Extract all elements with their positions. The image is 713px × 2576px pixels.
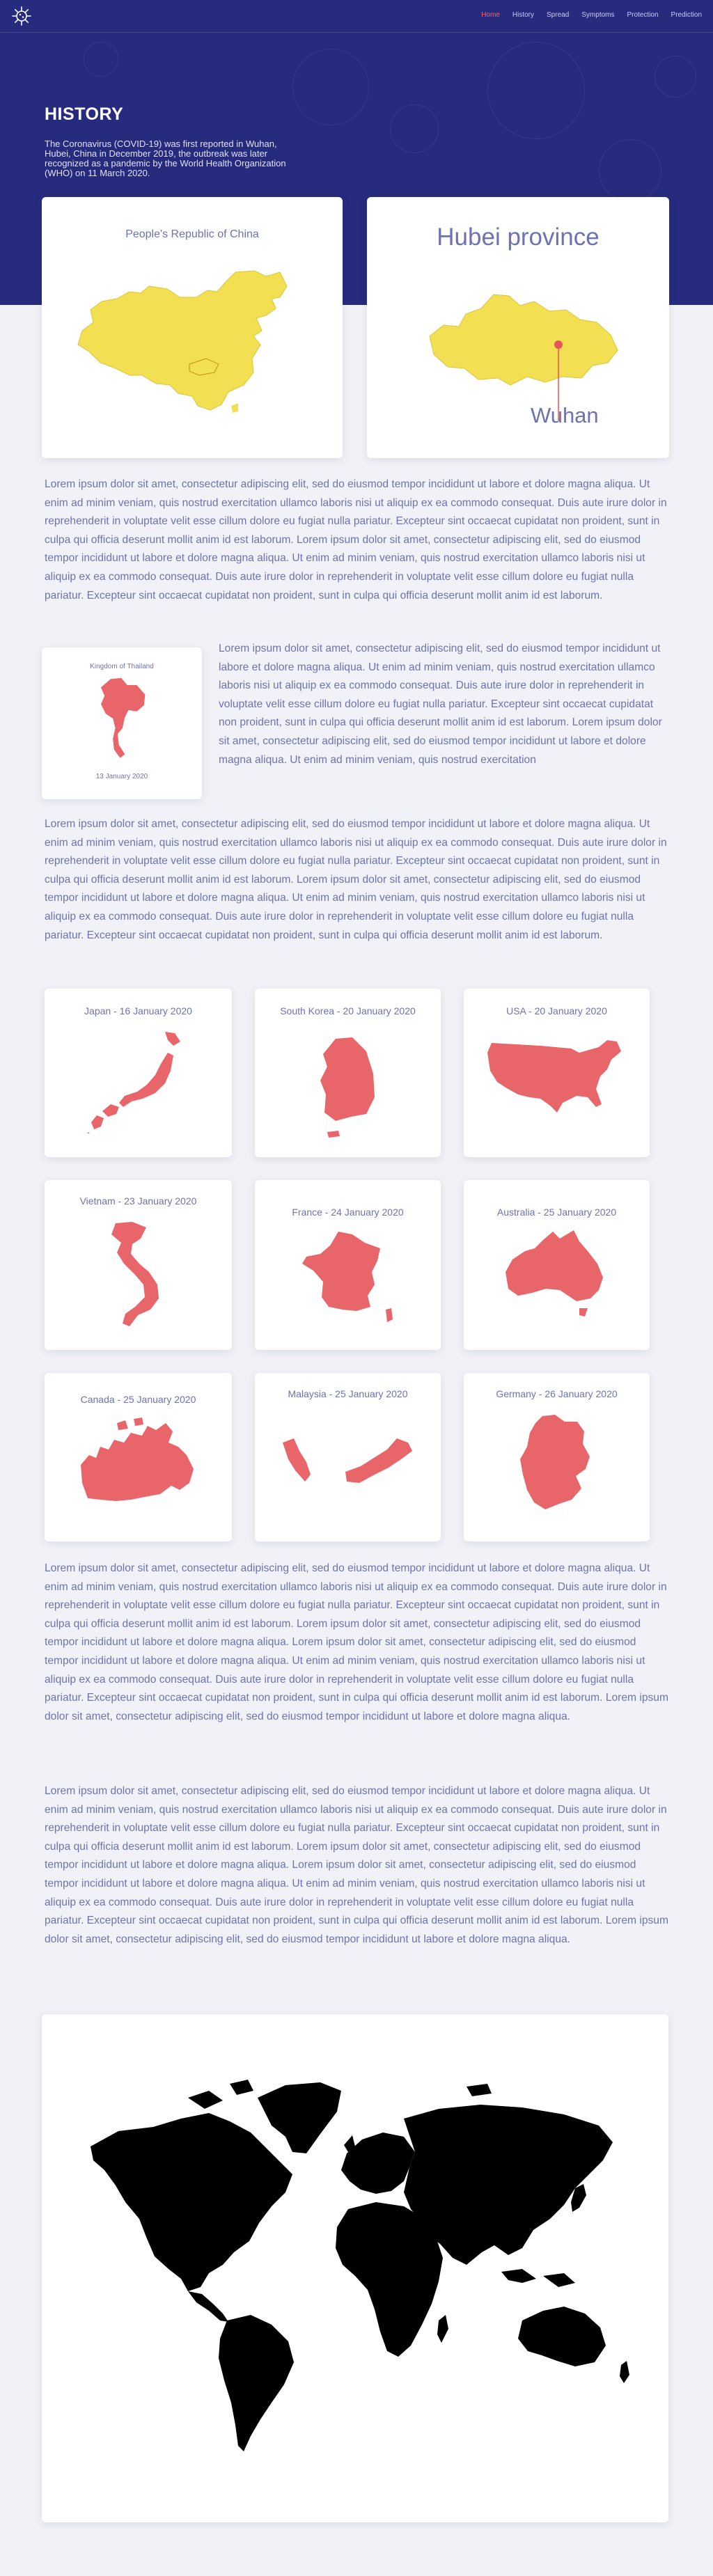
usa-map-icon (487, 1040, 621, 1113)
history-paragraph-5: Lorem ipsum dolor sit amet, consectetur … (45, 1785, 668, 1945)
decorative-circle (487, 42, 585, 139)
country-card-title: South Korea - 20 January 2020 (280, 1005, 416, 1016)
country-card-title: Germany - 26 January 2020 (496, 1388, 618, 1399)
thailand-date: 13 January 2020 (95, 773, 148, 780)
germany-map-icon (520, 1415, 590, 1509)
nav-item-protection[interactable]: Protection (627, 11, 659, 19)
country-card-germany: Germany - 26 January 2020 (464, 1373, 650, 1541)
page-title: HISTORY (45, 104, 124, 124)
china-card-title: People's Republic of China (125, 228, 259, 240)
thailand-card-title: Kingdom of Thailand (90, 663, 154, 670)
hero-description: The Coronavirus (COVID-19) was first rep… (45, 139, 286, 178)
country-card-title: Malaysia - 25 January 2020 (288, 1388, 408, 1399)
decorative-circle (292, 49, 369, 125)
history-paragraph-2: Lorem ipsum dolor sit amet, consectetur … (219, 643, 662, 766)
nav-item-spread[interactable]: Spread (547, 11, 570, 19)
decorative-circle (655, 56, 696, 97)
decorative-circle (390, 104, 439, 153)
world-map-card (42, 2014, 668, 2522)
thailand-card: Kingdom of Thailand 13 January 2020 (42, 647, 202, 799)
country-card-malaysia: Malaysia - 25 January 2020 (255, 1373, 441, 1541)
history-paragraph-4: Lorem ipsum dolor sit amet, consectetur … (45, 1562, 668, 1722)
decorative-circle (599, 139, 661, 202)
south-korea-map-icon (320, 1037, 375, 1138)
nav-item-prediction[interactable]: Prediction (671, 11, 702, 19)
china-map-icon (77, 270, 288, 413)
nav-divider (0, 32, 713, 33)
country-card-japan: Japan - 16 January 2020 (45, 989, 232, 1157)
hubei-card-title: Hubei province (437, 223, 600, 251)
country-card-title: Canada - 25 January 2020 (80, 1394, 196, 1405)
china-card: People's Republic of China (42, 197, 343, 458)
vietnam-map-icon (111, 1222, 159, 1326)
wuhan-label: Wuhan (531, 403, 599, 427)
country-card-canada: Canada - 25 January 2020 (45, 1373, 232, 1541)
world-map-icon (91, 2080, 629, 2451)
top-nav: Home History Spread Symptoms Protection … (481, 11, 702, 19)
wuhan-marker[interactable] (554, 340, 563, 349)
country-card-title: Australia - 25 January 2020 (496, 1207, 617, 1218)
history-paragraph-1: Lorem ipsum dolor sit amet, consectetur … (45, 478, 667, 602)
hubei-map-icon (429, 294, 618, 420)
thailand-map-icon (101, 677, 146, 758)
japan-map-icon (87, 1032, 180, 1133)
country-card-title: USA - 20 January 2020 (506, 1005, 607, 1016)
history-paragraph-3: Lorem ipsum dolor sit amet, consectetur … (45, 818, 667, 941)
country-card-france: France - 24 January 2020 (255, 1180, 441, 1350)
decorative-circle (84, 42, 118, 77)
malaysia-map-icon (283, 1438, 412, 1483)
nav-item-home[interactable]: Home (481, 11, 500, 19)
nav-item-history[interactable]: History (512, 11, 535, 19)
country-card-title: Vietnam - 23 January 2020 (79, 1195, 197, 1207)
france-map-icon (302, 1232, 393, 1322)
hubei-card: Hubei province Wuhan (367, 197, 669, 458)
country-card-title: Japan - 16 January 2020 (84, 1005, 192, 1016)
country-card-vietnam: Vietnam - 23 January 2020 (45, 1180, 232, 1350)
virus-icon[interactable] (11, 6, 32, 26)
australia-map-icon (506, 1230, 603, 1317)
country-card-australia: Australia - 25 January 2020 (464, 1180, 650, 1350)
country-card-south-korea: South Korea - 20 January 2020 (255, 989, 441, 1157)
nav-item-symptoms[interactable]: Symptoms (581, 11, 615, 19)
country-card-usa: USA - 20 January 2020 (464, 989, 650, 1157)
country-card-title: France - 24 January 2020 (292, 1207, 404, 1218)
canada-map-icon (81, 1417, 194, 1501)
